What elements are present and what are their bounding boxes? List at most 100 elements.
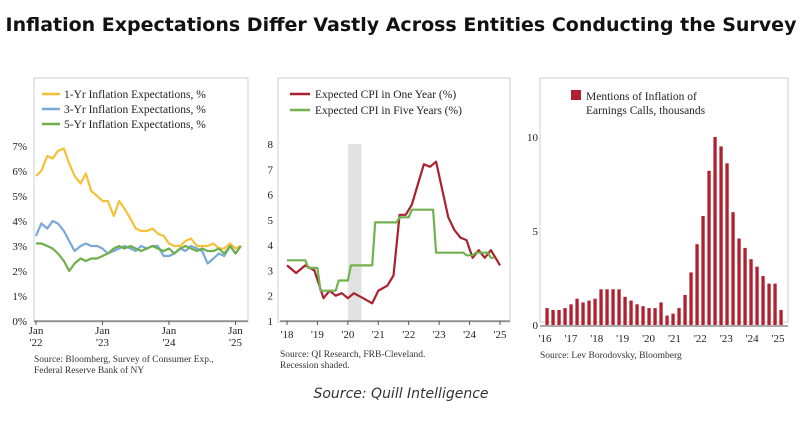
legend-label: 1-Yr Inflation Expectations, % xyxy=(64,89,206,101)
x-tick-label: '17 xyxy=(564,333,577,345)
x-tick-label: '24 xyxy=(746,333,759,345)
bar xyxy=(701,216,705,325)
series-line xyxy=(35,147,242,250)
bar xyxy=(575,298,579,325)
y-axis: 1 2 3 4 5 6 7 8 xyxy=(268,139,274,328)
y-tick-label: 7% xyxy=(12,141,27,153)
bar xyxy=(611,289,615,325)
legend: 1-Yr Inflation Expectations, % 3-Yr Infla… xyxy=(42,89,206,131)
bar xyxy=(635,304,639,325)
bar xyxy=(545,308,549,325)
x-tick-label: '24 xyxy=(162,337,175,349)
bar xyxy=(683,294,687,325)
y-tick-label: 5 xyxy=(268,215,274,227)
x-tick-label: '21 xyxy=(372,329,385,341)
bar xyxy=(725,163,729,325)
bar xyxy=(743,247,747,325)
y-tick-label: 3 xyxy=(268,265,274,277)
plot-border xyxy=(539,77,789,323)
bar xyxy=(767,283,771,325)
source-note-line1: Source: Bloomberg, Survey of Consumer Ex… xyxy=(34,354,214,365)
series-line xyxy=(287,208,494,292)
bar xyxy=(653,308,657,325)
bar xyxy=(707,170,711,325)
y-tick-label: 7 xyxy=(268,164,274,176)
footer-source: Source: Quill Intelligence xyxy=(313,386,489,402)
panel-ny-fed: 0%1%2%3%4%5%6%7% Jan'22Jan'23Jan'24Jan'2… xyxy=(12,77,249,376)
x-tick-label: '23 xyxy=(96,337,109,349)
bar xyxy=(617,289,621,325)
series-lines xyxy=(34,147,242,273)
y-tick-label: 3% xyxy=(12,241,27,253)
y-tick-label: 5% xyxy=(12,191,27,203)
bar xyxy=(719,146,723,325)
bar xyxy=(551,310,555,325)
x-tick-label: '22 xyxy=(30,337,43,349)
legend: Expected CPI in One Year (%) Expected CPI… xyxy=(290,89,462,117)
bar xyxy=(629,300,633,325)
y-axis: 0 5 10 xyxy=(527,132,539,332)
y-tick-label: 6 xyxy=(268,190,274,202)
legend-swatch xyxy=(571,90,581,100)
bar xyxy=(581,302,585,325)
bar xyxy=(587,300,591,325)
y-tick-label: 1% xyxy=(12,291,27,303)
panel-earnings-calls: 0 5 10 '16 '17 '18 '19 '20 '21 '22 '23 '24 '25 Ment… xyxy=(527,77,789,361)
source-note-line1: Source: QI Research, FRB-Cleveland. xyxy=(280,350,425,360)
legend-label: Mentions of Inflation of xyxy=(586,91,697,103)
plot-border xyxy=(33,77,249,323)
y-tick-label: 0% xyxy=(12,316,27,328)
legend: Mentions of Inflation of Earnings Calls, … xyxy=(571,90,706,117)
bar xyxy=(623,296,627,325)
x-tick-label: '22 xyxy=(694,333,707,345)
bar xyxy=(731,212,735,325)
series-line xyxy=(34,219,242,265)
bar xyxy=(671,313,675,325)
y-tick-label: 0 xyxy=(533,320,539,332)
legend-label: Expected CPI in One Year (%) xyxy=(315,89,456,101)
x-axis: '16 '17 '18 '19 '20 '21 '22 '23 '24 '25 xyxy=(539,333,785,345)
source-note-line2: Federal Reserve Bank of NY xyxy=(34,365,144,376)
x-tick-label: '24 xyxy=(463,329,476,341)
bar xyxy=(569,304,573,325)
bar xyxy=(659,302,663,325)
x-tick-label: Jan xyxy=(162,325,177,337)
x-tick-label: '20 xyxy=(341,329,354,341)
recession-shade xyxy=(347,144,362,321)
x-tick-label: '25 xyxy=(229,337,242,349)
bar xyxy=(695,244,699,325)
x-tick-label: '23 xyxy=(433,329,446,341)
bar xyxy=(563,308,567,325)
source-note-line1: Source: Lev Borodovsky, Bloomberg xyxy=(540,351,682,361)
bar xyxy=(665,315,669,325)
bar xyxy=(713,137,717,325)
x-tick-label: '19 xyxy=(311,329,324,341)
x-tick-label: Jan xyxy=(29,325,44,337)
source-note-line2: Recession shaded. xyxy=(280,361,350,371)
bar xyxy=(647,308,651,325)
series-lines xyxy=(286,160,501,305)
bar xyxy=(761,276,765,325)
x-axis: '18 '19 '20 '21 '22 '23 '24 '25 xyxy=(281,321,507,341)
y-tick-label: 6% xyxy=(12,166,27,178)
x-tick-label: '23 xyxy=(720,333,733,345)
x-tick-label: '18 xyxy=(281,329,294,341)
bar xyxy=(755,266,759,325)
y-tick-label: 2 xyxy=(268,291,274,303)
bar xyxy=(599,289,603,325)
x-tick-label: '22 xyxy=(402,329,415,341)
legend-label: 5-Yr Inflation Expectations, % xyxy=(64,119,206,131)
x-tick-label: '25 xyxy=(772,333,785,345)
y-tick-label: 5 xyxy=(533,226,539,238)
y-tick-label: 1 xyxy=(268,316,274,328)
panel-cleveland-fed: 1 2 3 4 5 6 7 8 '18 '19 '20 '21 '22 '23 '24 '25 Expect… xyxy=(268,77,511,371)
bar xyxy=(773,283,777,325)
x-tick-label: '19 xyxy=(616,333,629,345)
y-tick-label: 4 xyxy=(268,240,274,252)
page-title: Inflation Expectations Differ Vastly Acr… xyxy=(5,14,797,36)
legend-label: 3-Yr Inflation Expectations, % xyxy=(64,104,206,116)
bar xyxy=(557,310,561,325)
bar xyxy=(605,289,609,325)
bar xyxy=(737,238,741,325)
